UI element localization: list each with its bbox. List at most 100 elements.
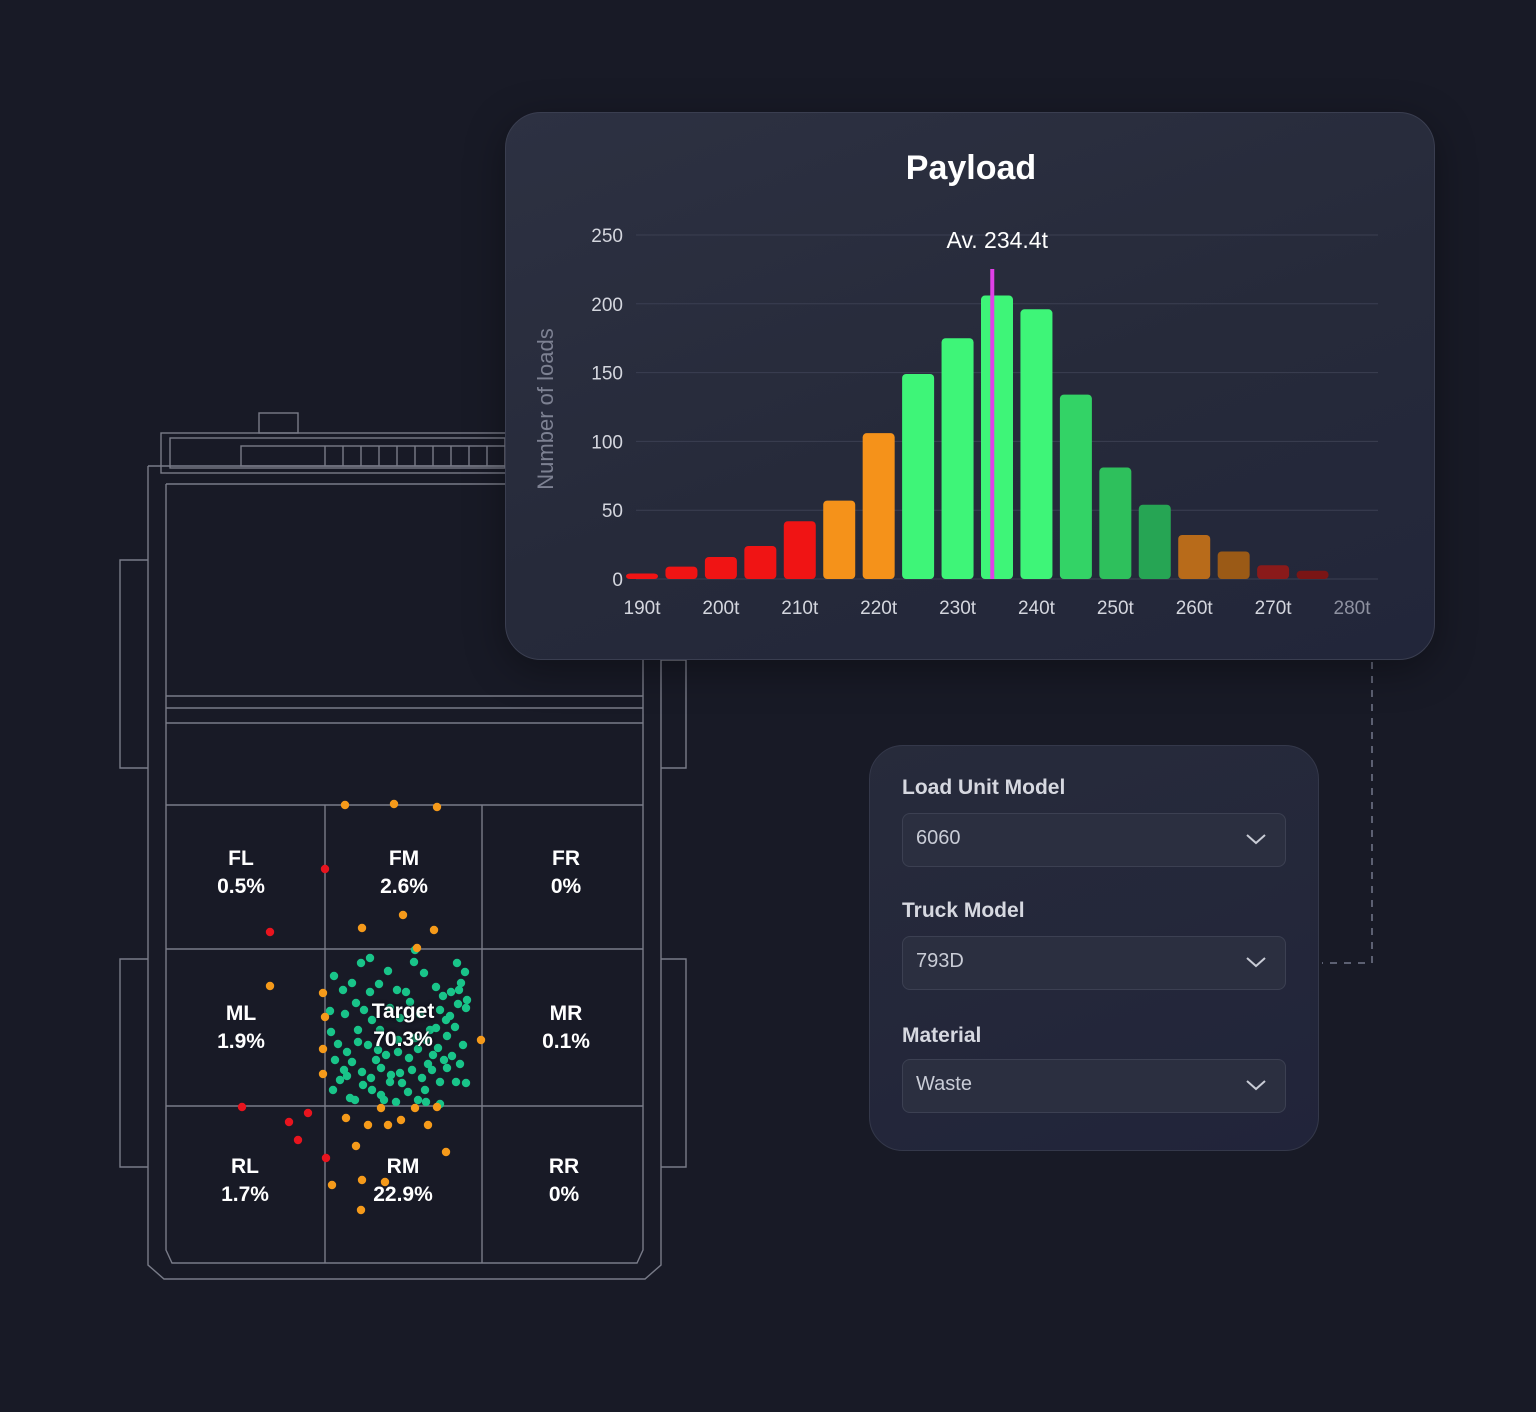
truck-model-select[interactable]: 793D <box>902 936 1286 990</box>
material-label: Material <box>902 1024 982 1047</box>
load-unit-model-select[interactable]: 6060 <box>902 813 1286 867</box>
zone-mr: MR 0.1% <box>506 1000 626 1056</box>
load-dot-warning <box>423 1120 433 1130</box>
load-dot-on-target <box>385 1077 395 1087</box>
load-dot-on-target <box>431 1023 441 1033</box>
chevron-down-icon <box>1246 1080 1266 1091</box>
x-tick-label: 230t <box>939 598 977 619</box>
load-dot-on-target <box>428 1050 438 1060</box>
load-dot-warning <box>389 799 399 809</box>
load-dot-on-target <box>335 1075 345 1085</box>
y-tick-label: 150 <box>591 364 623 385</box>
histogram-bar[interactable] <box>981 295 1013 579</box>
load-dot-on-target <box>397 1078 407 1088</box>
load-dot-on-target <box>419 968 429 978</box>
load-dot-on-target <box>393 1047 403 1057</box>
load-dot-warning <box>380 1177 390 1187</box>
load-dot-on-target <box>357 1067 367 1077</box>
load-dot-on-target <box>460 967 470 977</box>
load-dot-warning <box>410 1103 420 1113</box>
load-dot-on-target <box>367 1085 377 1095</box>
load-dot-on-target <box>376 1063 386 1073</box>
histogram-bar[interactable] <box>1296 570 1329 579</box>
load-dot-on-target <box>345 1093 355 1103</box>
load-dot-on-target <box>383 966 393 976</box>
zone-percent: 1.9% <box>217 1030 265 1053</box>
load-dot-on-target <box>447 1051 457 1061</box>
load-dot-on-target <box>458 1040 468 1050</box>
load-dot-warning <box>351 1141 361 1151</box>
load-dot-on-target <box>359 1005 369 1015</box>
zone-fl: FL 0.5% <box>181 845 301 901</box>
load-dot-off-target <box>303 1108 313 1118</box>
zone-percent: 70.3% <box>373 1028 433 1051</box>
load-dot-on-target <box>338 985 348 995</box>
load-dot-on-target <box>339 1065 349 1075</box>
load-dot-on-target <box>391 1097 401 1107</box>
load-dot-on-target <box>462 995 472 1005</box>
load-dot-on-target <box>439 1055 449 1065</box>
material-select[interactable]: Waste <box>902 1059 1286 1113</box>
zone-rr: RR 0% <box>504 1153 624 1209</box>
histogram-bar[interactable] <box>823 500 856 579</box>
histogram-bar[interactable] <box>941 338 974 579</box>
load-dot-on-target <box>435 1077 445 1087</box>
load-dot-on-target <box>455 1059 465 1069</box>
load-dot-on-target <box>454 985 464 995</box>
y-axis-label: Number of loads <box>533 328 558 489</box>
zone-percent: 0.5% <box>217 875 265 898</box>
load-dot-on-target <box>381 1050 391 1060</box>
load-dot-off-target <box>237 1102 247 1112</box>
histogram-bar[interactable] <box>704 556 737 579</box>
load-dot-warning <box>320 1012 330 1022</box>
load-dot-off-target <box>320 864 330 874</box>
load-dot-on-target <box>461 1003 471 1013</box>
histogram-bar[interactable] <box>744 545 777 579</box>
load-dot-warning <box>327 1180 337 1190</box>
histogram-bar[interactable] <box>783 521 816 579</box>
y-tick-label: 50 <box>602 501 623 522</box>
load-dot-on-target <box>423 1059 433 1069</box>
histogram-bar[interactable] <box>902 373 935 579</box>
histogram-bar[interactable] <box>1020 309 1053 579</box>
chevron-down-icon <box>1246 957 1266 968</box>
load-dot-warning <box>441 1147 451 1157</box>
load-dot-on-target <box>450 1022 460 1032</box>
load-dot-on-target <box>358 1080 368 1090</box>
load-dot-warning <box>476 1035 486 1045</box>
load-dot-on-target <box>452 958 462 968</box>
histogram-bar[interactable] <box>626 573 658 579</box>
load-dot-on-target <box>375 1025 385 1035</box>
zone-rl: RL 1.7% <box>185 1153 305 1209</box>
load-dot-warning <box>356 1205 366 1215</box>
histogram-bar[interactable] <box>1178 534 1211 579</box>
load-dot-on-target <box>366 1073 376 1083</box>
histogram-bar[interactable] <box>1059 394 1092 579</box>
histogram-bar[interactable] <box>862 433 895 579</box>
load-dot-on-target <box>421 1035 431 1045</box>
load-dot-on-target <box>415 1009 425 1019</box>
x-tick-label: 270t <box>1255 598 1293 619</box>
load-dot-warning <box>398 910 408 920</box>
settings-panel: Load Unit Model 6060 Truck Model 793D Ma… <box>869 745 1319 1151</box>
load-unit-model-label: Load Unit Model <box>902 776 1066 799</box>
histogram-bar[interactable] <box>1217 551 1250 579</box>
histogram-bar[interactable] <box>1257 565 1290 579</box>
histogram-bar[interactable] <box>665 566 698 579</box>
load-dot-warning <box>318 988 328 998</box>
zone-name: RL <box>231 1155 259 1178</box>
histogram-bar[interactable] <box>1099 467 1132 579</box>
zone-percent: 2.6% <box>380 875 428 898</box>
load-dot-on-target <box>413 1095 423 1105</box>
load-dot-on-target <box>427 1065 437 1075</box>
load-dot-warning <box>265 981 275 991</box>
load-dot-on-target <box>353 1037 363 1047</box>
zone-fm: FM 2.6% <box>344 845 464 901</box>
average-label: Av. 234.4t <box>947 227 1049 253</box>
load-dot-on-target <box>417 1073 427 1083</box>
y-tick-label: 250 <box>591 226 623 247</box>
histogram-bar[interactable] <box>1138 504 1171 579</box>
load-dot-on-target <box>433 1043 443 1053</box>
